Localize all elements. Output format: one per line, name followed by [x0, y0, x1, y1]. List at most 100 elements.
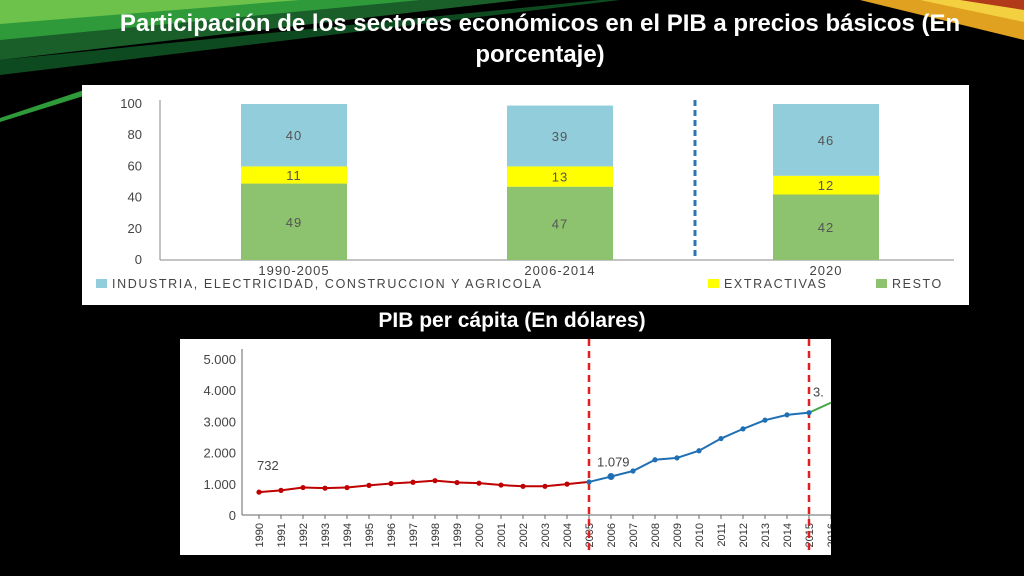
- data-label: 12: [818, 178, 834, 193]
- data-point: [454, 479, 460, 486]
- data-label: 46: [818, 133, 834, 148]
- x-tick-label: 2016: [826, 523, 831, 547]
- decor-stripe-dark: [0, 0, 620, 75]
- bar-segment: [507, 166, 613, 187]
- data-point: [300, 484, 306, 491]
- slide-title: Participación de los sectores económicos…: [119, 10, 961, 68]
- sector-stacked-bar-chart: 0 20 40 60 80 100 49 11 40 1990-2005 47 13 39 2006-20…: [96, 96, 954, 291]
- x-tick-label: 1990: [254, 523, 266, 547]
- x-tick-label: 2003: [540, 523, 552, 547]
- x-tick-label: 2002: [518, 523, 530, 547]
- y-tick-label: 80: [128, 127, 142, 142]
- data-point: [476, 480, 482, 486]
- x-tick-label: 1996: [386, 523, 398, 547]
- data-label: 13: [552, 170, 568, 185]
- bar-segment: [507, 186, 613, 260]
- chart-title-pib-per-capita: PIB per cápita (En dólares): [378, 309, 646, 332]
- bar-segment: [507, 105, 613, 167]
- bar-segment: [241, 166, 347, 184]
- decor-shape-light-green: [0, 0, 300, 24]
- data-point: [607, 473, 615, 481]
- data-point: [696, 448, 702, 454]
- data-point: [322, 485, 328, 491]
- data-point: [674, 455, 680, 461]
- x-tick-label: 1995: [364, 523, 376, 547]
- data-point: [432, 478, 438, 484]
- x-tick-label: 2010: [694, 523, 706, 547]
- x-tick-label: 1997: [408, 523, 420, 547]
- data-point: [718, 435, 724, 442]
- legend-swatch: [96, 279, 107, 288]
- data-label: 11: [286, 168, 302, 183]
- x-tick-label: 2006-2014: [524, 263, 595, 278]
- x-tick-label: 1993: [320, 523, 332, 547]
- decor-shape-red: [960, 0, 1024, 10]
- y-tick-label: 1.000: [203, 477, 236, 492]
- data-label: 3.: [813, 385, 824, 400]
- x-tick-label: 2007: [628, 523, 640, 547]
- y-tick-label: 40: [128, 190, 142, 205]
- legend-swatch: [708, 279, 719, 288]
- data-label: 39: [552, 129, 568, 144]
- x-tick-label: 1999: [452, 523, 464, 547]
- data-label: 47: [552, 216, 568, 231]
- data-label: 40: [286, 128, 302, 143]
- data-point: [630, 468, 636, 474]
- x-tick-label: 1992: [298, 523, 310, 547]
- x-tick-label: 1991: [276, 523, 288, 547]
- series-line-segment: [258, 479, 590, 494]
- data-point: [520, 483, 526, 489]
- data-point: [652, 457, 658, 463]
- data-point: [564, 481, 570, 487]
- y-tick-label: 0: [229, 508, 236, 523]
- pib-chart-panel: 0 1.000 2.000 3.000 4.000 5.000 1990 1991 1992 19…: [180, 339, 838, 555]
- x-tick-label: 2001: [496, 523, 508, 547]
- x-tick-label: 2006: [606, 523, 618, 547]
- data-label: 42: [818, 220, 834, 235]
- x-tick-label: 1994: [342, 523, 354, 547]
- legend-label: INDUSTRIA, ELECTRICIDAD, CONSTRUCCION Y …: [112, 277, 543, 291]
- y-tick-label: 20: [128, 221, 142, 236]
- data-point: [586, 479, 592, 485]
- x-tick-label: 2020: [810, 263, 843, 278]
- y-tick-label: 0: [135, 252, 142, 267]
- data-point: [498, 482, 504, 488]
- data-point: [256, 489, 262, 495]
- x-tick-label: 1990-2005: [258, 263, 329, 278]
- bar-segment: [773, 194, 879, 260]
- sector-chart-panel: 0 20 40 60 80 100 49 11 40 1990-2005 47 13 39 2006-20…: [82, 85, 969, 305]
- x-tick-label: 2000: [474, 523, 486, 547]
- data-label: 1.079: [597, 455, 630, 470]
- decor-stripe-low: [0, 88, 90, 122]
- y-tick-label: 2.000: [203, 446, 236, 461]
- data-label: 49: [286, 215, 302, 230]
- x-tick-label: 2004: [562, 523, 574, 547]
- data-point: [410, 479, 416, 485]
- data-point: [388, 480, 394, 487]
- data-point: [784, 412, 790, 418]
- legend-label: EXTRACTIVAS: [724, 277, 828, 291]
- legend-label: RESTO: [892, 277, 943, 291]
- data-point: [542, 483, 548, 489]
- x-tick-label: 2012: [738, 523, 750, 547]
- data-point: [366, 482, 372, 488]
- series-line-segment: [588, 411, 810, 483]
- bar-segment: [773, 104, 879, 176]
- y-tick-label: 4.000: [203, 383, 236, 398]
- bar-segment: [241, 183, 347, 260]
- y-tick-label: 5.000: [203, 352, 236, 367]
- data-point: [762, 417, 768, 423]
- x-tick-label: 2013: [760, 523, 772, 547]
- x-tick-label: 2009: [672, 523, 684, 547]
- data-label: 732: [257, 458, 279, 473]
- data-point: [740, 426, 746, 432]
- bar-segment: [241, 104, 347, 167]
- data-point: [344, 484, 350, 491]
- data-point: [806, 410, 812, 416]
- y-tick-label: 100: [120, 96, 142, 111]
- y-tick-label: 3.000: [203, 414, 236, 429]
- data-point: [278, 487, 284, 493]
- x-tick-label: 2008: [650, 523, 662, 547]
- pib-line-chart: 0 1.000 2.000 3.000 4.000 5.000 1990 1991 1992 19…: [203, 339, 838, 553]
